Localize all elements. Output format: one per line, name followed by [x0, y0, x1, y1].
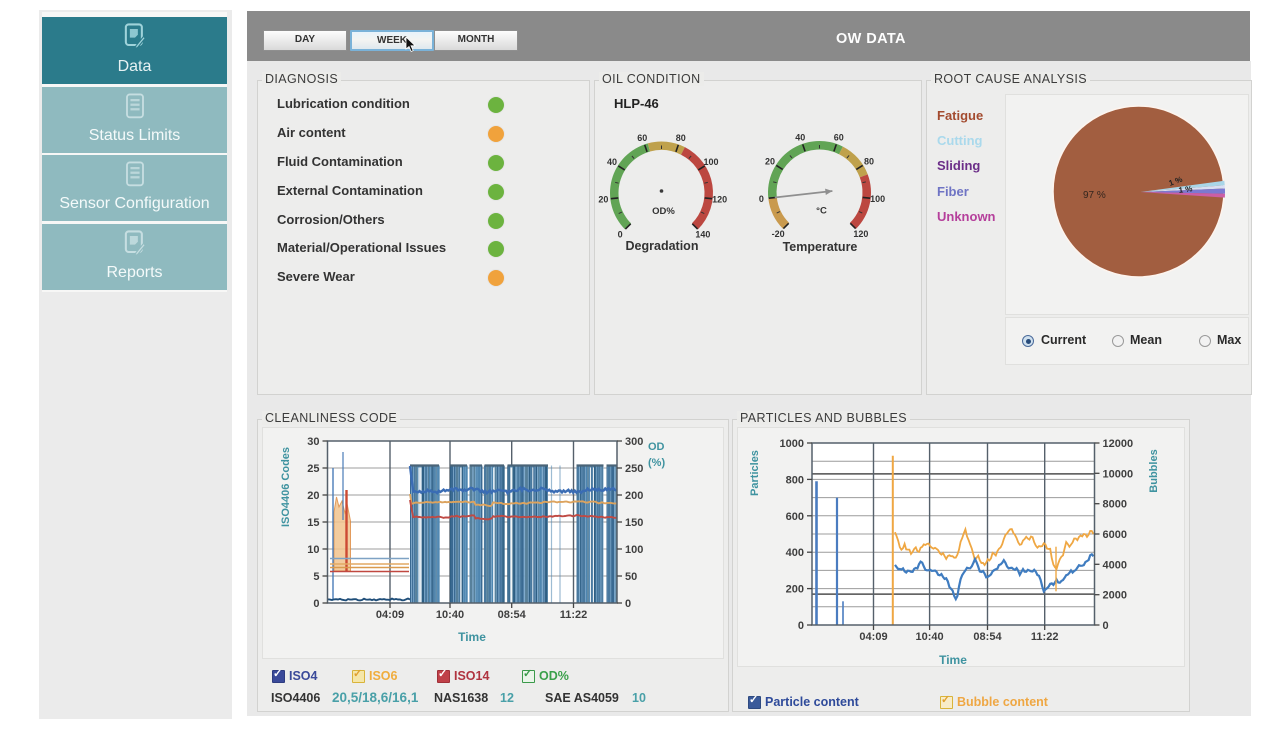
svg-text:12000: 12000 [1103, 438, 1134, 450]
svg-text:1 %: 1 % [1168, 175, 1184, 188]
svg-text:1000: 1000 [780, 438, 804, 450]
svg-text:08:54: 08:54 [498, 609, 527, 621]
svg-text:10: 10 [307, 544, 319, 556]
svg-text:60: 60 [637, 133, 647, 143]
svg-text:Particles: Particles [749, 450, 761, 496]
svg-text:120: 120 [712, 195, 727, 205]
svg-text:40: 40 [607, 157, 617, 167]
svg-text:8000: 8000 [1103, 499, 1127, 511]
svg-text:100: 100 [870, 194, 885, 204]
svg-text:250: 250 [625, 463, 643, 475]
svg-text:5: 5 [313, 571, 319, 583]
svg-text:2000: 2000 [1103, 590, 1127, 602]
svg-text:15: 15 [307, 517, 319, 529]
svg-text:04:09: 04:09 [859, 631, 887, 643]
svg-text:150: 150 [625, 517, 643, 529]
svg-text:200: 200 [786, 584, 804, 596]
svg-text:08:54: 08:54 [973, 631, 1002, 643]
svg-text:0: 0 [618, 230, 623, 240]
svg-text:600: 600 [786, 511, 804, 523]
svg-text:80: 80 [864, 157, 874, 167]
svg-text:°C: °C [816, 206, 827, 217]
svg-text:20: 20 [765, 157, 775, 167]
svg-text:140: 140 [695, 230, 710, 240]
svg-text:Time: Time [458, 630, 486, 644]
svg-text:11:22: 11:22 [1031, 631, 1059, 643]
svg-text:(%): (%) [648, 457, 665, 469]
svg-text:0: 0 [759, 194, 764, 204]
svg-text:0: 0 [313, 598, 319, 610]
svg-text:ISO4406 Codes: ISO4406 Codes [280, 447, 292, 527]
svg-text:40: 40 [795, 133, 805, 143]
svg-text:25: 25 [307, 463, 319, 475]
svg-text:10:40: 10:40 [436, 609, 464, 621]
svg-text:100: 100 [703, 157, 718, 167]
svg-text:Bubbles: Bubbles [1148, 449, 1160, 492]
svg-text:-20: -20 [772, 229, 785, 239]
svg-text:1 %: 1 % [1178, 184, 1193, 195]
svg-text:0: 0 [625, 598, 631, 610]
svg-text:100: 100 [625, 544, 643, 556]
svg-text:300: 300 [625, 436, 643, 448]
svg-text:80: 80 [676, 133, 686, 143]
svg-text:OD%: OD% [652, 206, 675, 217]
svg-text:800: 800 [786, 474, 804, 486]
svg-text:0: 0 [798, 620, 804, 632]
svg-text:200: 200 [625, 490, 643, 502]
svg-text:10000: 10000 [1103, 468, 1134, 480]
svg-text:10:40: 10:40 [916, 631, 944, 643]
svg-text:4000: 4000 [1103, 559, 1127, 571]
svg-text:Time: Time [939, 653, 967, 667]
svg-text:04:09: 04:09 [376, 609, 404, 621]
svg-text:6000: 6000 [1103, 529, 1127, 541]
svg-text:30: 30 [307, 436, 319, 448]
svg-text:120: 120 [853, 229, 868, 239]
svg-text:11:22: 11:22 [560, 609, 588, 621]
svg-text:20: 20 [307, 490, 319, 502]
svg-text:60: 60 [834, 133, 844, 143]
svg-text:50: 50 [625, 571, 637, 583]
svg-text:97 %: 97 % [1083, 190, 1106, 201]
svg-text:0: 0 [1103, 620, 1109, 632]
svg-text:OD: OD [648, 441, 665, 453]
svg-text:20: 20 [598, 195, 608, 205]
svg-text:400: 400 [786, 547, 804, 559]
